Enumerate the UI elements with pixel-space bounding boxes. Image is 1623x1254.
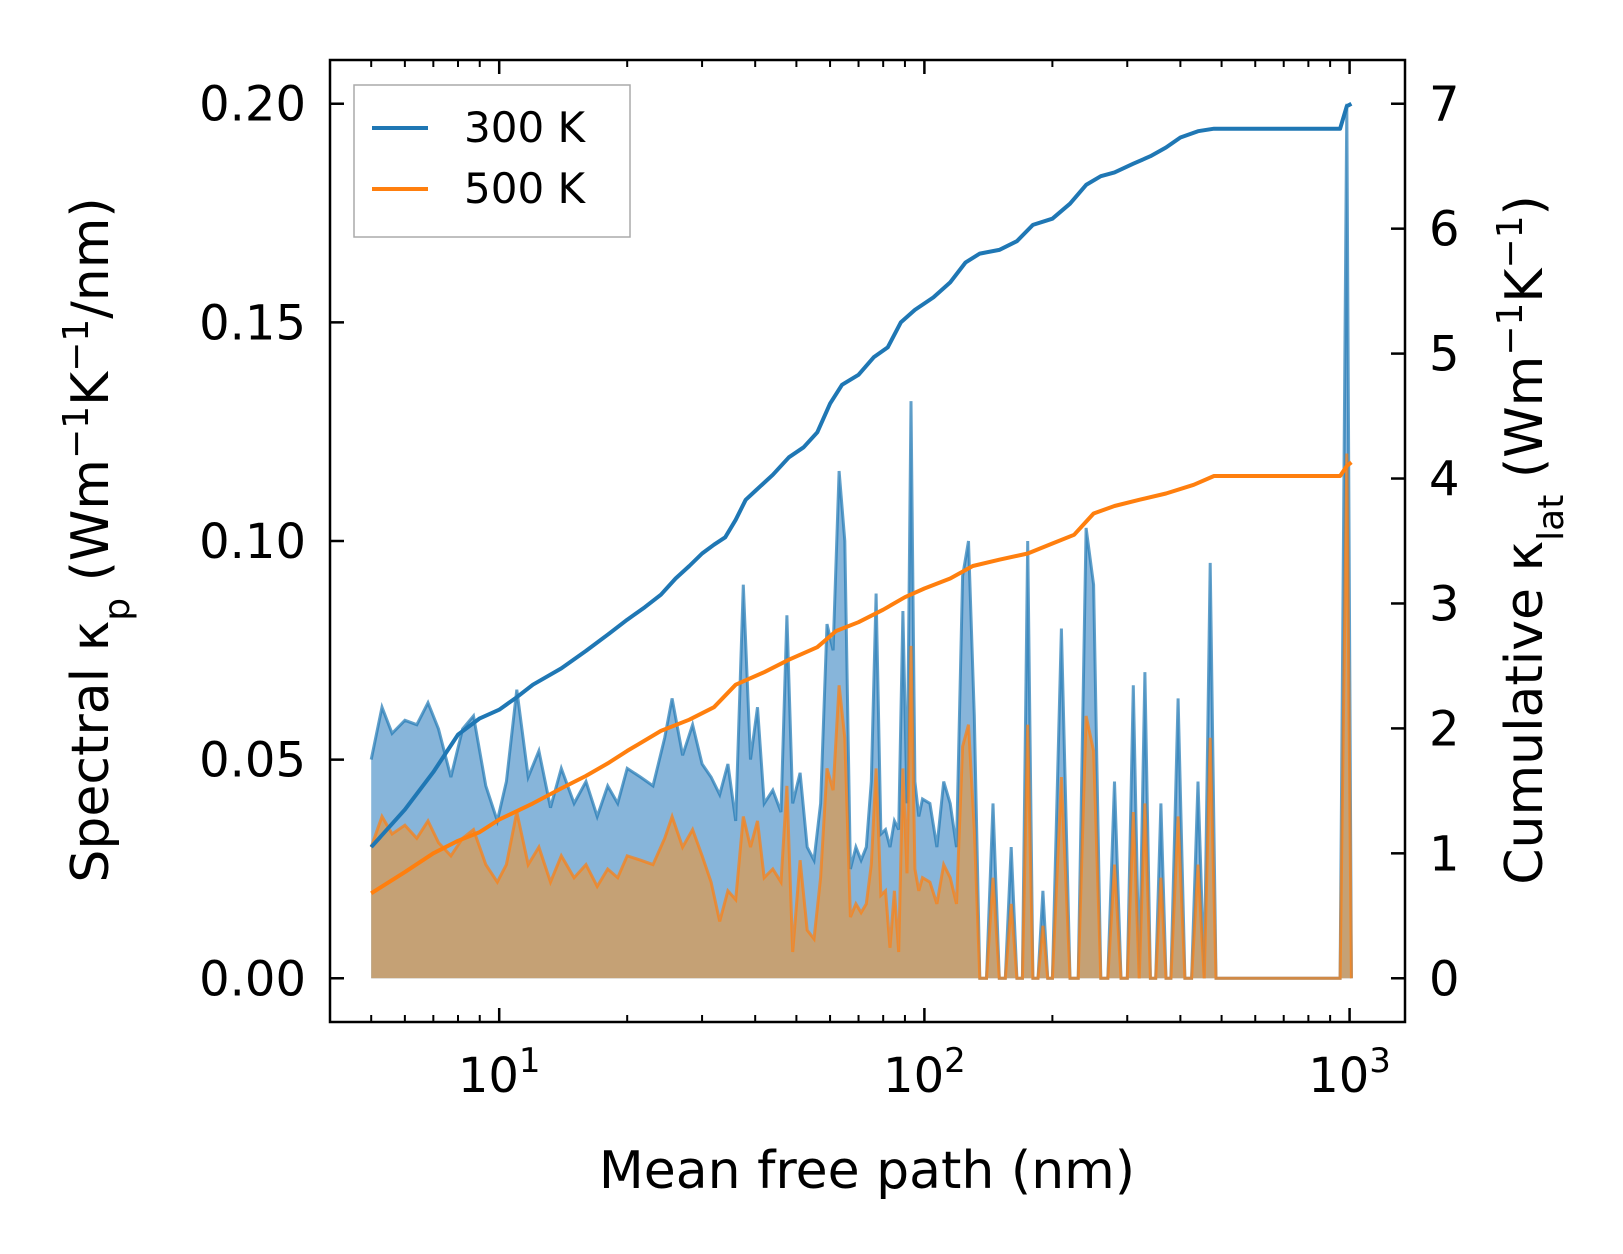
spectral-line-500k [369,453,1353,980]
x-tick-label: 102 [883,1041,966,1104]
legend-label-300k: 300 K [464,103,587,152]
left-y-tick-label: 0.20 [199,77,306,133]
spectral-area-500k [371,453,1352,979]
cumulative-line-300k [369,101,1353,849]
x-axis-label: Mean free path (nm) [599,1141,1135,1201]
left-y-tick-label: 0.05 [199,733,306,789]
right-y-tick-label: 0 [1429,951,1460,1007]
right-y-axis-label: Cumulative κlat (Wm−1K−1) [1490,195,1572,885]
left-y-tick-label: 0.15 [199,295,306,351]
left-y-tick-label: 0.10 [199,514,306,570]
left-y-axis-label: Spectral κp (Wm−1K−1/nm) [56,197,138,882]
left-y-tick-label: 0.00 [199,951,306,1007]
right-y-tick-label: 2 [1429,701,1460,757]
legend-label-500k: 500 K [464,164,587,213]
spectral-fill-areas [369,103,1353,980]
right-y-tick-label: 7 [1429,77,1460,133]
right-y-tick-label: 6 [1429,202,1460,258]
cumulative-line-500k [370,460,1353,895]
legend-frame [353,84,631,238]
x-tick-label: 103 [1308,1041,1391,1104]
axis-ticks: 0.00 0.05 0.10 0.15 0.20 0 1 2 3 4 5 6 7 101 102 103 [199,60,1460,1104]
right-y-tick-label: 4 [1429,452,1460,508]
right-y-tick-label: 1 [1429,826,1460,882]
legend: 300 K 500 K [353,84,631,238]
series-lines [369,101,1353,895]
x-tick-label: 101 [458,1041,541,1104]
right-y-tick-label: 5 [1429,327,1460,383]
right-y-tick-label: 3 [1429,576,1460,632]
